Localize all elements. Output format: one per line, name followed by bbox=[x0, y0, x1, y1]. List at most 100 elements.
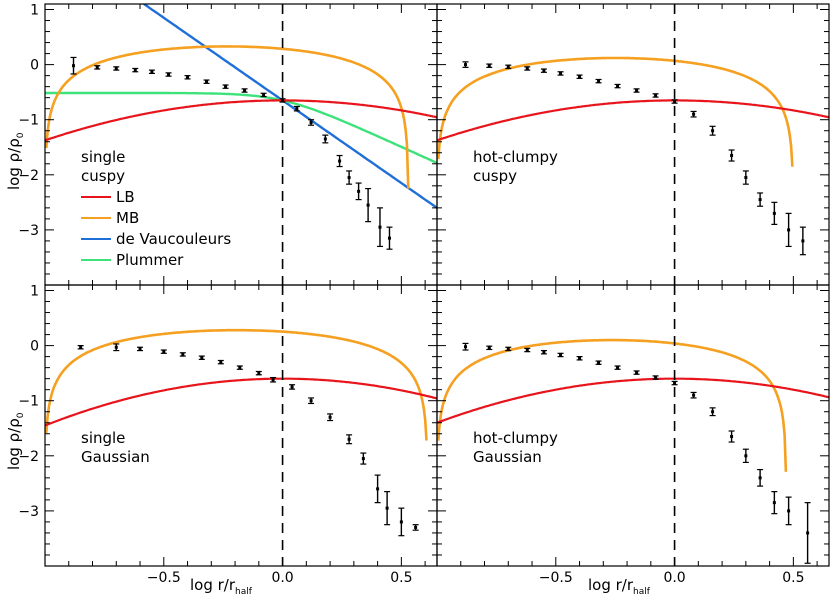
panel-label-hot-clumpy-cuspy-1: cuspy bbox=[473, 167, 517, 185]
data-point-single-gaussian-17 bbox=[398, 507, 405, 537]
data-point-single-cuspy-10 bbox=[260, 92, 267, 98]
data-point-single-gaussian-4 bbox=[179, 352, 186, 357]
panel-frame-hot-clumpy-gaussian bbox=[436, 284, 830, 567]
y-tick-label-single-gaussian: 1 bbox=[30, 284, 39, 300]
data-point-hot-clumpy-cuspy-18 bbox=[785, 212, 792, 248]
panel-label-single-cuspy-1: cuspy bbox=[81, 167, 125, 185]
data-point-hot-clumpy-cuspy-7 bbox=[595, 78, 602, 84]
data-point-single-cuspy-6 bbox=[184, 75, 191, 80]
mb-curve-hot-clumpy-cuspy bbox=[437, 56, 794, 167]
data-point-single-cuspy-13 bbox=[308, 119, 315, 126]
lb-curve-hot-clumpy-gaussian bbox=[437, 377, 829, 424]
data-point-single-gaussian-10 bbox=[289, 384, 296, 390]
data-point-single-cuspy-4 bbox=[148, 69, 155, 75]
data-point-single-cuspy-0 bbox=[70, 56, 77, 75]
mb-curve-single-gaussian bbox=[45, 328, 428, 441]
data-point-single-cuspy-7 bbox=[203, 79, 210, 84]
data-point-single-gaussian-5 bbox=[198, 355, 205, 360]
data-point-hot-clumpy-cuspy-3 bbox=[524, 66, 531, 71]
data-point-hot-clumpy-cuspy-16 bbox=[757, 192, 764, 207]
y-tick-label-single-gaussian: 0 bbox=[30, 339, 39, 355]
data-point-single-gaussian-9 bbox=[270, 376, 277, 383]
data-point-hot-clumpy-gaussian-13 bbox=[709, 407, 716, 417]
data-point-single-gaussian-7 bbox=[236, 365, 243, 370]
data-point-single-cuspy-2 bbox=[113, 66, 120, 71]
y-tick-label-single-cuspy: 0 bbox=[30, 58, 39, 74]
legend-label-3: Plummer bbox=[116, 251, 184, 269]
panel-frame-hot-clumpy-cuspy bbox=[436, 3, 830, 286]
legend-label-1: MB bbox=[116, 209, 139, 227]
x-tick-label-hot-clumpy-gaussian: −0.5 bbox=[539, 570, 573, 586]
y-axis-label-top: log ρ/ρ0 bbox=[5, 132, 26, 190]
x-tick-label-single-gaussian: 0.5 bbox=[390, 570, 412, 586]
y-tick-label-single-cuspy: −1 bbox=[18, 113, 39, 129]
data-point-hot-clumpy-cuspy-10 bbox=[652, 93, 659, 98]
y-tick-label-single-cuspy: 1 bbox=[30, 3, 39, 19]
x-axis-label-right: log r/rhalf bbox=[588, 576, 651, 597]
lb-curve-single-cuspy bbox=[45, 99, 437, 142]
data-point-hot-clumpy-cuspy-8 bbox=[614, 83, 621, 89]
data-point-hot-clumpy-gaussian-16 bbox=[757, 468, 764, 487]
y-tick-label-single-cuspy: −3 bbox=[18, 223, 39, 239]
data-point-single-gaussian-0 bbox=[77, 345, 84, 350]
x-axis-label-left: log r/rhalf bbox=[190, 576, 253, 597]
data-point-hot-clumpy-cuspy-14 bbox=[728, 149, 735, 162]
x-tick-label-single-gaussian: −0.5 bbox=[147, 570, 181, 586]
x-tick-label-hot-clumpy-gaussian: 0.0 bbox=[663, 570, 685, 586]
data-point-hot-clumpy-gaussian-19 bbox=[804, 502, 811, 564]
panel-label-single-cuspy-0: single bbox=[81, 148, 125, 166]
data-point-single-cuspy-8 bbox=[222, 84, 229, 89]
data-point-hot-clumpy-gaussian-15 bbox=[742, 448, 749, 464]
data-point-hot-clumpy-gaussian-11 bbox=[671, 380, 678, 386]
data-point-hot-clumpy-gaussian-1 bbox=[486, 345, 493, 351]
y-tick-label-single-cuspy: −2 bbox=[18, 168, 39, 184]
data-point-single-cuspy-19 bbox=[376, 207, 383, 248]
data-point-hot-clumpy-cuspy-4 bbox=[540, 68, 547, 73]
data-point-hot-clumpy-gaussian-14 bbox=[728, 430, 735, 443]
lb-curve-single-gaussian bbox=[45, 377, 437, 427]
panel-label-single-gaussian-0: single bbox=[81, 429, 125, 447]
y-tick-label-single-gaussian: −2 bbox=[18, 449, 39, 465]
data-point-hot-clumpy-cuspy-15 bbox=[742, 170, 749, 185]
data-point-hot-clumpy-gaussian-5 bbox=[557, 352, 564, 358]
x-tick-label-hot-clumpy-gaussian: 0.5 bbox=[782, 570, 804, 586]
data-point-single-cuspy-5 bbox=[165, 72, 172, 77]
data-point-single-cuspy-14 bbox=[322, 134, 329, 144]
data-point-single-cuspy-17 bbox=[355, 182, 362, 201]
y-axis-label-bottom: log ρ/ρ0 bbox=[5, 412, 26, 470]
devaucouleurs-curve-single-cuspy bbox=[141, 4, 437, 209]
data-point-hot-clumpy-gaussian-8 bbox=[614, 365, 621, 370]
data-point-hot-clumpy-gaussian-0 bbox=[462, 342, 469, 351]
data-point-single-gaussian-16 bbox=[384, 491, 391, 526]
mb-curve-single-cuspy bbox=[45, 45, 410, 189]
mb-curve-hot-clumpy-gaussian bbox=[437, 338, 788, 472]
data-point-hot-clumpy-gaussian-18 bbox=[785, 496, 792, 526]
data-point-hot-clumpy-cuspy-6 bbox=[576, 74, 583, 79]
data-point-hot-clumpy-gaussian-2 bbox=[505, 346, 512, 352]
data-point-hot-clumpy-cuspy-2 bbox=[505, 64, 512, 70]
x-tick-label-single-gaussian: 0.0 bbox=[271, 570, 293, 586]
data-point-single-cuspy-1 bbox=[94, 65, 101, 70]
plummer-curve-single-cuspy bbox=[45, 91, 437, 165]
data-point-single-gaussian-3 bbox=[160, 349, 167, 354]
data-point-single-cuspy-16 bbox=[346, 170, 353, 185]
data-point-single-gaussian-11 bbox=[308, 397, 315, 405]
data-point-single-gaussian-15 bbox=[374, 474, 381, 504]
data-point-single-cuspy-3 bbox=[132, 67, 139, 73]
data-point-hot-clumpy-cuspy-13 bbox=[709, 125, 716, 136]
data-point-single-gaussian-14 bbox=[360, 452, 367, 465]
data-point-single-gaussian-2 bbox=[137, 346, 144, 352]
panel-label-hot-clumpy-gaussian-0: hot-clumpy bbox=[473, 429, 558, 447]
data-point-hot-clumpy-cuspy-5 bbox=[557, 71, 564, 76]
data-point-hot-clumpy-cuspy-1 bbox=[486, 63, 493, 68]
data-point-single-cuspy-15 bbox=[336, 154, 343, 168]
data-point-hot-clumpy-gaussian-10 bbox=[652, 375, 659, 380]
data-point-hot-clumpy-gaussian-3 bbox=[524, 347, 531, 353]
data-point-single-gaussian-18 bbox=[412, 524, 419, 531]
data-point-hot-clumpy-cuspy-9 bbox=[633, 88, 640, 93]
y-tick-label-single-gaussian: −1 bbox=[18, 394, 39, 410]
data-point-single-gaussian-1 bbox=[113, 343, 120, 352]
